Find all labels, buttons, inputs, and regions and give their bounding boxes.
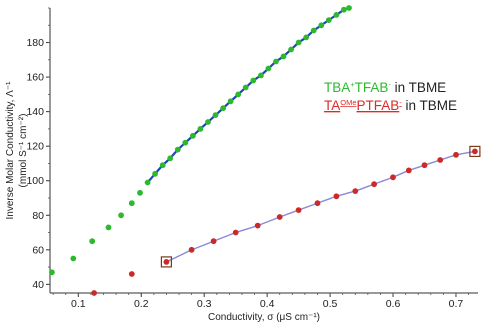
- x-tick-label: 0.1: [71, 298, 86, 310]
- x-tick-label: 0.6: [386, 298, 401, 310]
- legend-entry-main: TA: [324, 98, 340, 113]
- x-axis-title: Conductivity, σ (μS cm⁻¹): [208, 312, 320, 323]
- x-tick-label: 0.7: [449, 298, 464, 310]
- data-point: [188, 246, 195, 253]
- y-tick-label: 60: [32, 244, 44, 256]
- legend-entry: TBA+TFAB- in TBME: [324, 80, 446, 95]
- data-point: [273, 58, 279, 65]
- data-point: [346, 5, 352, 11]
- legend-entry-tail: in TBME: [391, 80, 446, 95]
- legend-entry-superscript: -: [399, 98, 402, 107]
- legend-entry: TAOMePTFAB- in TBME: [324, 98, 457, 113]
- data-point: [472, 148, 478, 155]
- data-point: [235, 91, 242, 98]
- data-point: [144, 179, 151, 186]
- data-point: [227, 98, 234, 105]
- data-point: [258, 72, 264, 79]
- y-axis-title-line1: Inverse Molar Conductivity, Λ⁻¹: [5, 81, 16, 220]
- data-point: [105, 224, 112, 231]
- data-point: [128, 200, 135, 207]
- data-point: [210, 238, 217, 245]
- data-point: [174, 146, 181, 153]
- data-point: [190, 132, 196, 139]
- data-point: [167, 155, 174, 162]
- x-tick-label: 0.3: [197, 298, 212, 310]
- x-tick-label: 0.4: [260, 298, 275, 310]
- data-point: [325, 17, 332, 23]
- legend-entry-main: TFAB: [355, 80, 389, 95]
- data-point: [310, 27, 317, 34]
- legend-entry-main: TBA: [324, 80, 350, 95]
- data-point: [276, 214, 283, 220]
- boxed-point-marker: [469, 145, 481, 157]
- data-point: [295, 39, 302, 46]
- y-axis-title-line2: (mmol S⁻¹ cm⁻²): [18, 114, 29, 188]
- fit-line: [146, 6, 350, 184]
- legend-entry-tail: in TBME: [402, 98, 457, 113]
- data-point: [421, 162, 428, 169]
- data-point: [314, 200, 321, 207]
- x-tick-label: 0.2: [134, 298, 149, 310]
- data-point: [89, 238, 96, 245]
- data-point: [70, 255, 77, 262]
- y-tick-label: 120: [26, 141, 44, 153]
- boxed-point-marker: [160, 256, 172, 268]
- data-point: [212, 112, 219, 118]
- y-tick-label: 180: [26, 37, 44, 49]
- data-points: [49, 5, 481, 296]
- data-point: [128, 271, 135, 277]
- data-point: [137, 189, 143, 196]
- data-point: [352, 188, 359, 195]
- data-point: [437, 157, 444, 163]
- legend-entry-superscript: -: [388, 80, 391, 89]
- y-tick-label: 80: [32, 210, 44, 222]
- data-point: [405, 167, 412, 174]
- axes-layer: 0.1 0.2 0.3 0.4 0.5 0.6 0.7 40 60 80 100 120 140 160 1…: [26, 7, 478, 310]
- fit-lines: [146, 6, 476, 263]
- data-point: [49, 269, 55, 276]
- data-point: [152, 170, 159, 177]
- data-point: [205, 119, 211, 125]
- legend-entry-main: PTFAB: [357, 98, 400, 113]
- x-tick-label: 0.5: [323, 298, 338, 310]
- legend-entry-superscript: OMe: [340, 98, 356, 107]
- data-point: [371, 181, 377, 188]
- data-point: [163, 259, 170, 265]
- data-point: [453, 151, 459, 158]
- data-point: [182, 139, 189, 146]
- data-point: [197, 125, 204, 132]
- y-tick-label: 100: [26, 175, 44, 187]
- fit-line: [166, 150, 476, 263]
- y-tick-label: 40: [32, 279, 44, 291]
- data-point: [303, 34, 310, 41]
- data-point: [333, 193, 340, 200]
- data-point: [118, 212, 124, 219]
- data-point: [250, 77, 257, 84]
- data-point: [280, 53, 287, 60]
- y-tick-label: 160: [26, 72, 44, 84]
- data-point: [159, 162, 166, 169]
- data-point: [242, 84, 249, 91]
- data-point: [288, 46, 294, 53]
- data-point: [232, 229, 239, 236]
- data-point: [333, 12, 340, 18]
- data-point: [390, 174, 396, 181]
- data-point: [220, 105, 227, 112]
- data-point: [295, 207, 302, 214]
- data-point: [341, 6, 347, 13]
- data-point: [91, 290, 97, 296]
- data-point: [254, 222, 261, 229]
- data-point: [318, 22, 325, 29]
- axis-titles: Conductivity, σ (μS cm⁻¹) Inverse Molar C…: [5, 81, 320, 323]
- data-point: [265, 65, 272, 72]
- y-tick-label: 140: [26, 106, 44, 118]
- legend-entry-superscript: +: [350, 80, 355, 89]
